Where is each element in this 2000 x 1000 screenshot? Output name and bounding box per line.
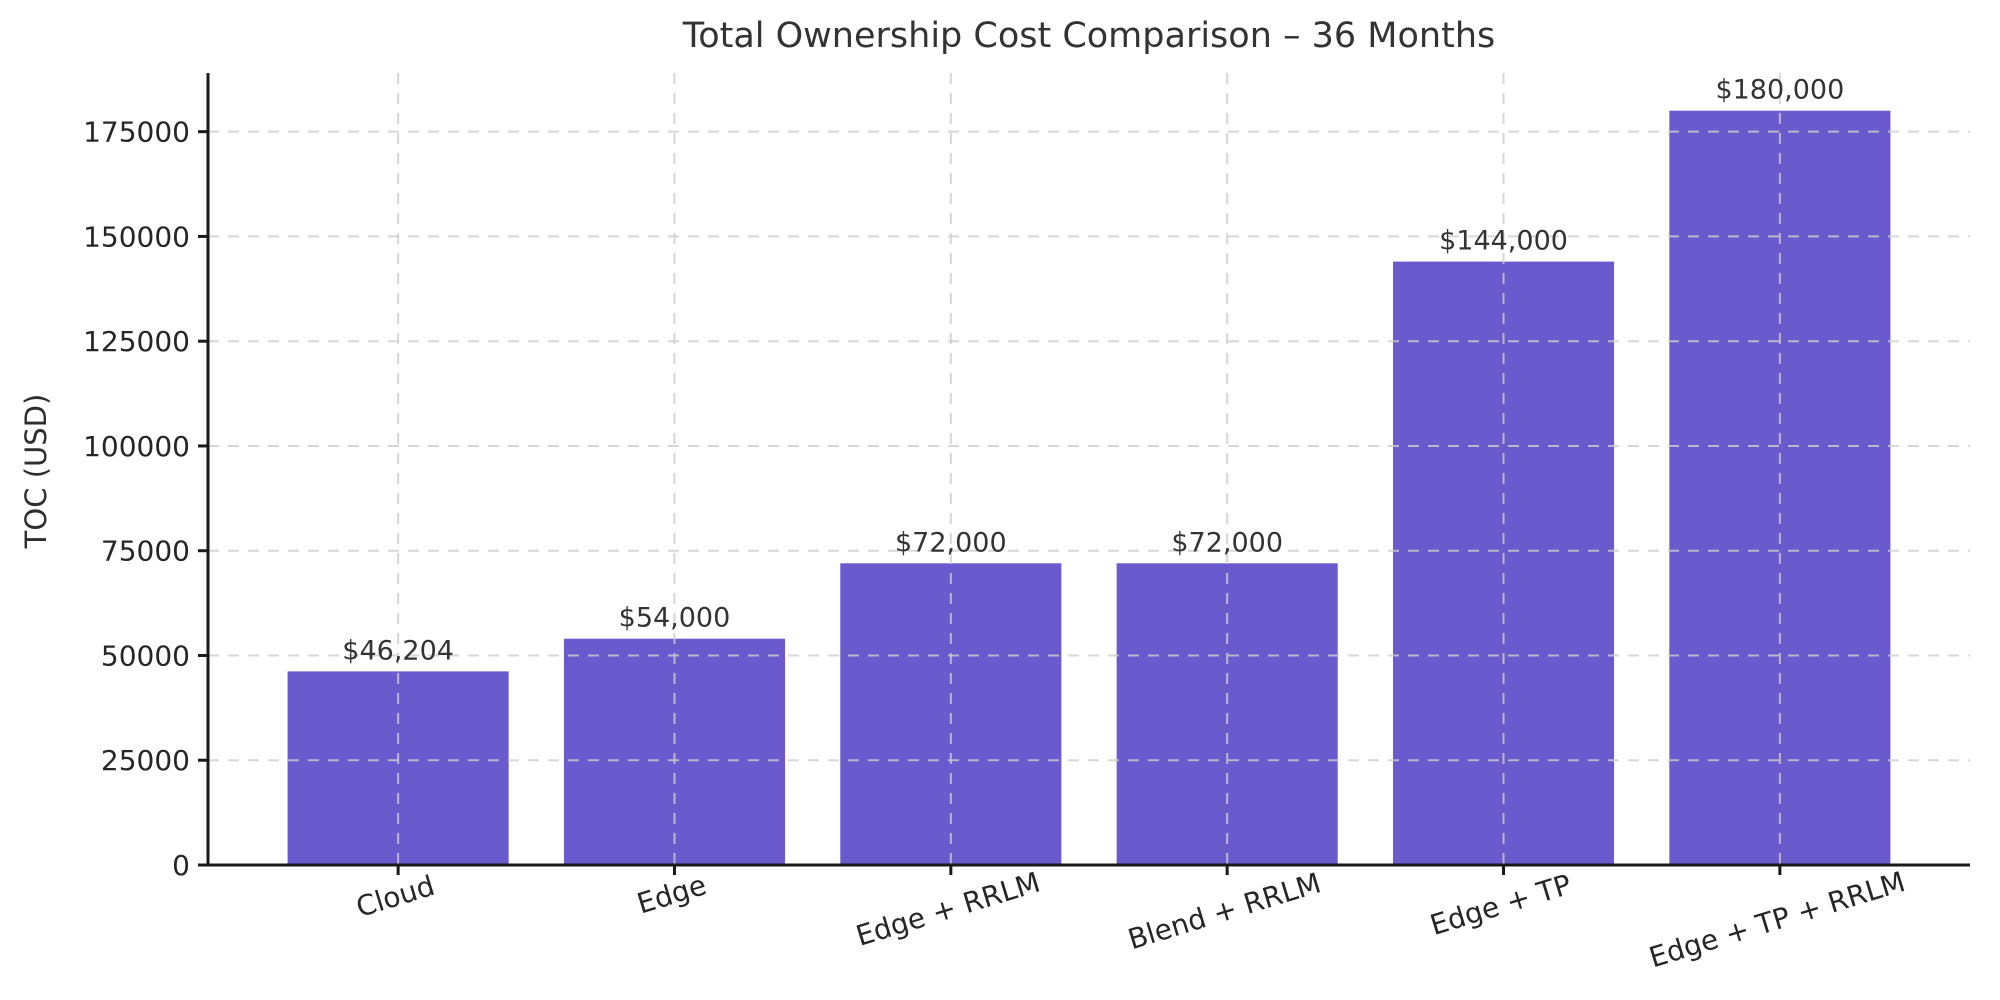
x-tick-label: Edge (633, 868, 710, 920)
y-tick-label: 25000 (101, 744, 190, 777)
bar-value-label: $180,000 (1715, 75, 1844, 106)
y-tick-label: 100000 (83, 430, 190, 463)
x-tick-label: Blend + RRLM (1124, 866, 1325, 956)
bar-value-label: $46,204 (342, 635, 454, 666)
x-tick-label: Edge + TP (1426, 868, 1575, 942)
y-tick-label: 50000 (101, 639, 190, 672)
y-tick-label: 125000 (83, 325, 190, 358)
x-tick-label: Edge + TP + RRLM (1645, 865, 1909, 974)
x-tick-label: Edge + RRLM (852, 866, 1044, 953)
y-tick-label: 175000 (83, 116, 190, 149)
bar-edge (563, 638, 786, 865)
bar-value-label: $54,000 (619, 603, 731, 634)
x-tick-label: Cloud (352, 869, 438, 924)
bar-value-label: $72,000 (895, 527, 1007, 558)
chart-title: Total Ownership Cost Comparison – 36 Mon… (682, 16, 1496, 56)
y-tick-label: 75000 (101, 535, 190, 568)
bar-value-label: $144,000 (1439, 226, 1568, 257)
y-tick-label: 0 (172, 849, 190, 882)
bar-value-label: $72,000 (1171, 527, 1283, 558)
y-tick-label: 150000 (83, 220, 190, 253)
